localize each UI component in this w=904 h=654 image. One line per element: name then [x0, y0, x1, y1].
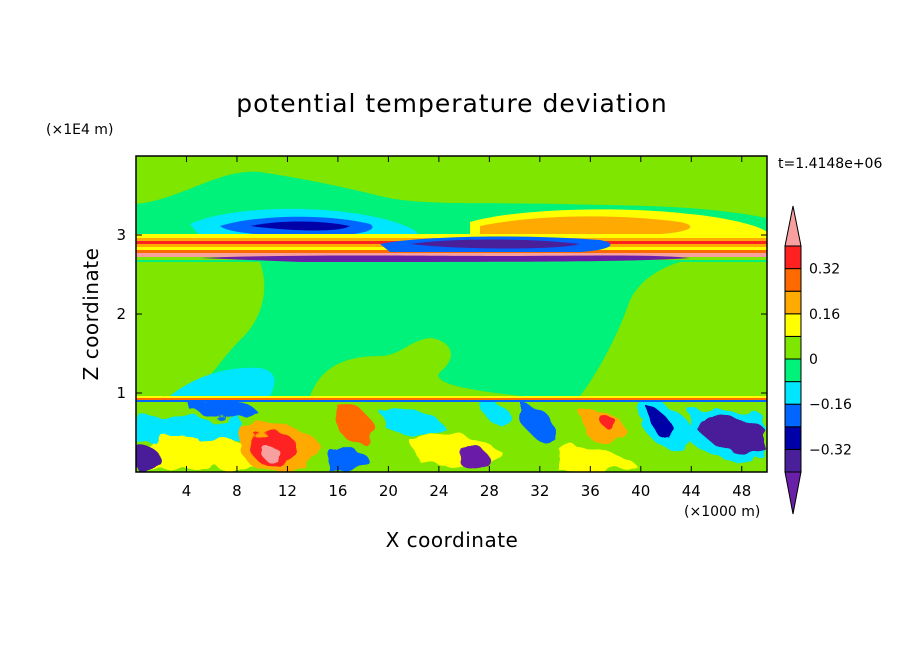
chart-title: potential temperature deviation: [236, 89, 667, 118]
field-turb-blue-1: [190, 399, 260, 417]
time-label: t=1.4148e+06: [778, 156, 882, 172]
x-tick-label: 4: [182, 482, 192, 500]
field-center-plume: [310, 338, 520, 396]
field-boundary-stripe-1: [136, 396, 767, 398]
field-turb-blue-2: [520, 402, 557, 442]
field-turb-blue-3: [330, 447, 372, 472]
colorbar: 0.32 0.16 0 −0.16 −0.32: [784, 205, 852, 515]
field-turb-yellow-1: [150, 437, 260, 470]
colorbar-tick-label: 0.32: [809, 262, 840, 278]
field-turb-cyan-1: [136, 416, 240, 444]
field-turb-red-2: [336, 403, 372, 443]
x-tick-label: 28: [480, 482, 499, 500]
colorbar-extend-max: [784, 205, 802, 247]
field-band-navy-left: [250, 221, 350, 231]
field-band-purple-center: [410, 239, 580, 249]
colorbar-segment: [784, 268, 802, 292]
field-upper-positive-band: [136, 156, 767, 218]
colorbar-tick-label: −0.16: [809, 397, 852, 413]
colorbar-segment: [784, 403, 802, 428]
x-tick-label: 12: [278, 482, 297, 500]
colorbar-segment: [784, 358, 802, 383]
field-boundary-stripe-3: [136, 400, 767, 402]
field-boundary-stripe-2: [136, 398, 767, 400]
x-tick-label: 36: [581, 482, 600, 500]
colorbar-segment: [784, 290, 802, 315]
field-band-purple-thin: [200, 255, 690, 262]
y-axis-unit: (×1E4 m): [46, 122, 113, 138]
field-band-stripe-1: [136, 234, 767, 238]
field-band-stripe-7: [136, 253, 767, 257]
x-tick-label: 20: [379, 482, 398, 500]
field-turbulence: [136, 399, 767, 472]
field-band-orange-right: [480, 216, 691, 236]
field-left-plume: [136, 262, 265, 396]
field-right-plume: [580, 262, 767, 396]
field-turb-purple-2: [458, 446, 489, 470]
colorbar-extend-min: [784, 471, 802, 515]
y-tick-label: 3: [116, 226, 126, 244]
colorbar-segment: [784, 245, 802, 270]
x-tick-label: 32: [530, 482, 549, 500]
field-turb-purple-3: [700, 416, 767, 453]
field-turb-cyan-5: [480, 403, 513, 427]
field-turb-red-3: [600, 413, 616, 431]
y-tick-label: 2: [116, 305, 126, 323]
colorbar-tick-label: −0.32: [809, 442, 852, 458]
colorbar-segment: [784, 313, 802, 337]
y-tick-label: 1: [116, 384, 126, 402]
x-axis-unit: (×1000 m): [684, 504, 760, 520]
field-turb-purple-1: [136, 445, 163, 472]
x-tick-label: 44: [682, 482, 701, 500]
field-turb-cyan-2: [380, 407, 446, 436]
field-turb-navy-1: [650, 410, 672, 439]
field-left-cool-blob: [170, 367, 275, 396]
colorbar-tick-label: 0.16: [809, 307, 840, 323]
x-tick-label: 24: [429, 482, 448, 500]
colorbar-segment: [784, 381, 802, 405]
y-axis-label: Z coordinate: [79, 248, 103, 381]
x-tick-label: 16: [328, 482, 347, 500]
field-turb-pink-1: [262, 444, 279, 462]
x-tick-label: 48: [732, 482, 751, 500]
heatmap-field: [136, 156, 767, 472]
x-tick-label: 8: [232, 482, 242, 500]
colorbar-tick-label: 0: [809, 352, 818, 368]
x-tick-label: 40: [631, 482, 650, 500]
colorbar-segment: [784, 335, 802, 360]
colorbar-segment: [784, 448, 802, 473]
x-axis-label: X coordinate: [386, 528, 519, 552]
colorbar-segment: [784, 426, 802, 450]
field-turb-yellow-3: [560, 448, 640, 472]
y-axis: 1 2 3: [116, 226, 767, 402]
x-axis: 4 8 12 16 20 24 28 32 36 40 44 48: [182, 156, 751, 500]
